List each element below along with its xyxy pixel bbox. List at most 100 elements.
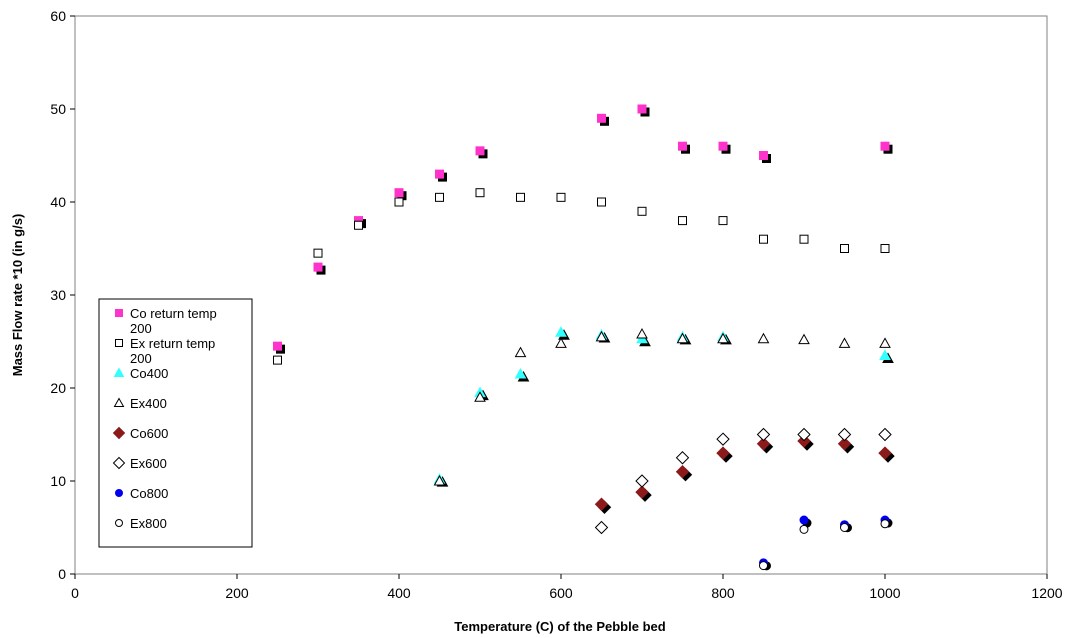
data-point [313, 262, 323, 272]
data-point [717, 332, 729, 344]
data-point [757, 332, 770, 344]
series-co800 [759, 515, 893, 571]
data-point [716, 446, 730, 460]
data-point [759, 561, 768, 571]
data-point [678, 141, 687, 151]
legend-label: Co800 [130, 486, 168, 501]
y-tick-label: 10 [50, 473, 66, 489]
data-point [799, 234, 809, 244]
data-point [880, 141, 890, 151]
data-point [635, 474, 649, 488]
data-point [678, 216, 687, 226]
series-ex800 [759, 519, 890, 571]
data-point [880, 519, 890, 529]
data-point [675, 464, 690, 479]
legend-marker [113, 367, 125, 377]
data-point [799, 515, 809, 525]
legend-marker [112, 456, 126, 470]
data-point [637, 206, 647, 216]
data-point [555, 326, 567, 337]
data-point [394, 197, 404, 207]
legend-label-line: Co return temp [130, 306, 217, 321]
series-co600 [594, 434, 895, 514]
legend-label: Ex600 [130, 456, 167, 471]
y-tick-label: 50 [50, 101, 66, 117]
data-point [879, 349, 891, 360]
y-axis-title: Mass Flow rate *10 (in g/s) [10, 214, 25, 377]
legend-label: Ex800 [130, 516, 167, 531]
data-point [840, 523, 849, 532]
data-point [474, 391, 486, 402]
y-tick-label: 20 [50, 380, 66, 396]
legend-label: Co400 [130, 366, 168, 381]
y-tick-label: 40 [50, 194, 66, 210]
data-point [597, 197, 606, 207]
y-tick-label: 60 [50, 8, 66, 24]
legend-marker [112, 426, 126, 440]
data-point [718, 216, 728, 226]
legend-box [98, 298, 253, 548]
data-point [273, 341, 282, 351]
x-tick-label: 1200 [1031, 585, 1062, 601]
x-tick-label: 600 [549, 585, 573, 601]
data-point [435, 169, 444, 179]
data-point [799, 524, 809, 534]
data-point [594, 497, 609, 511]
data-point [798, 333, 810, 345]
legend-label-line: Ex return temp [130, 336, 215, 351]
data-point [556, 192, 566, 202]
series-ex600 [594, 427, 892, 535]
series-co400 [433, 326, 894, 487]
data-point [675, 451, 690, 465]
legend-label-line: 200 [130, 321, 152, 336]
data-point [313, 248, 323, 258]
data-point [516, 192, 525, 202]
data-point [354, 220, 363, 230]
legend-label-line: 200 [130, 351, 152, 366]
data-point [475, 188, 485, 198]
x-tick-label: 1000 [869, 585, 900, 601]
x-tick-label: 800 [711, 585, 735, 601]
y-tick-label: 0 [58, 566, 66, 582]
data-point [273, 355, 282, 365]
legend-marker [115, 489, 123, 497]
data-point [595, 330, 608, 342]
data-point [759, 151, 768, 160]
data-point [756, 437, 771, 451]
series-ex400 [433, 328, 891, 486]
data-point [837, 437, 852, 451]
data-point [635, 485, 649, 499]
legend-marker [115, 309, 123, 317]
data-point [878, 446, 892, 460]
data-point [475, 146, 485, 156]
data-point [435, 192, 444, 202]
data-point [840, 244, 849, 253]
x-tick-label: 0 [71, 585, 79, 601]
x-axis-title: Temperature (C) of the Pebble bed [454, 619, 665, 634]
legend-label: Ex return temp 200 [130, 336, 215, 366]
data-point [837, 427, 852, 442]
legend-marker [113, 397, 125, 407]
data-point [880, 244, 890, 253]
x-tick-label: 400 [387, 585, 411, 601]
chart-marks [273, 104, 895, 571]
data-point [838, 337, 851, 348]
data-point [433, 474, 446, 486]
data-point [879, 337, 891, 348]
legend-marker [115, 519, 123, 527]
x-tick-label: 200 [225, 585, 249, 601]
data-point [514, 346, 527, 358]
data-point [797, 427, 811, 442]
data-point [637, 104, 647, 114]
data-point [555, 337, 567, 348]
data-point [759, 234, 768, 244]
data-point [676, 332, 689, 344]
data-point [514, 368, 527, 379]
legend-label: Ex400 [130, 396, 167, 411]
data-point [756, 427, 771, 442]
chart-ticks: 0 200 400 600 800 1000 1200 0 10 20 30 40 50 60 [50, 8, 1062, 601]
data-point [636, 328, 648, 339]
data-point [718, 141, 728, 151]
